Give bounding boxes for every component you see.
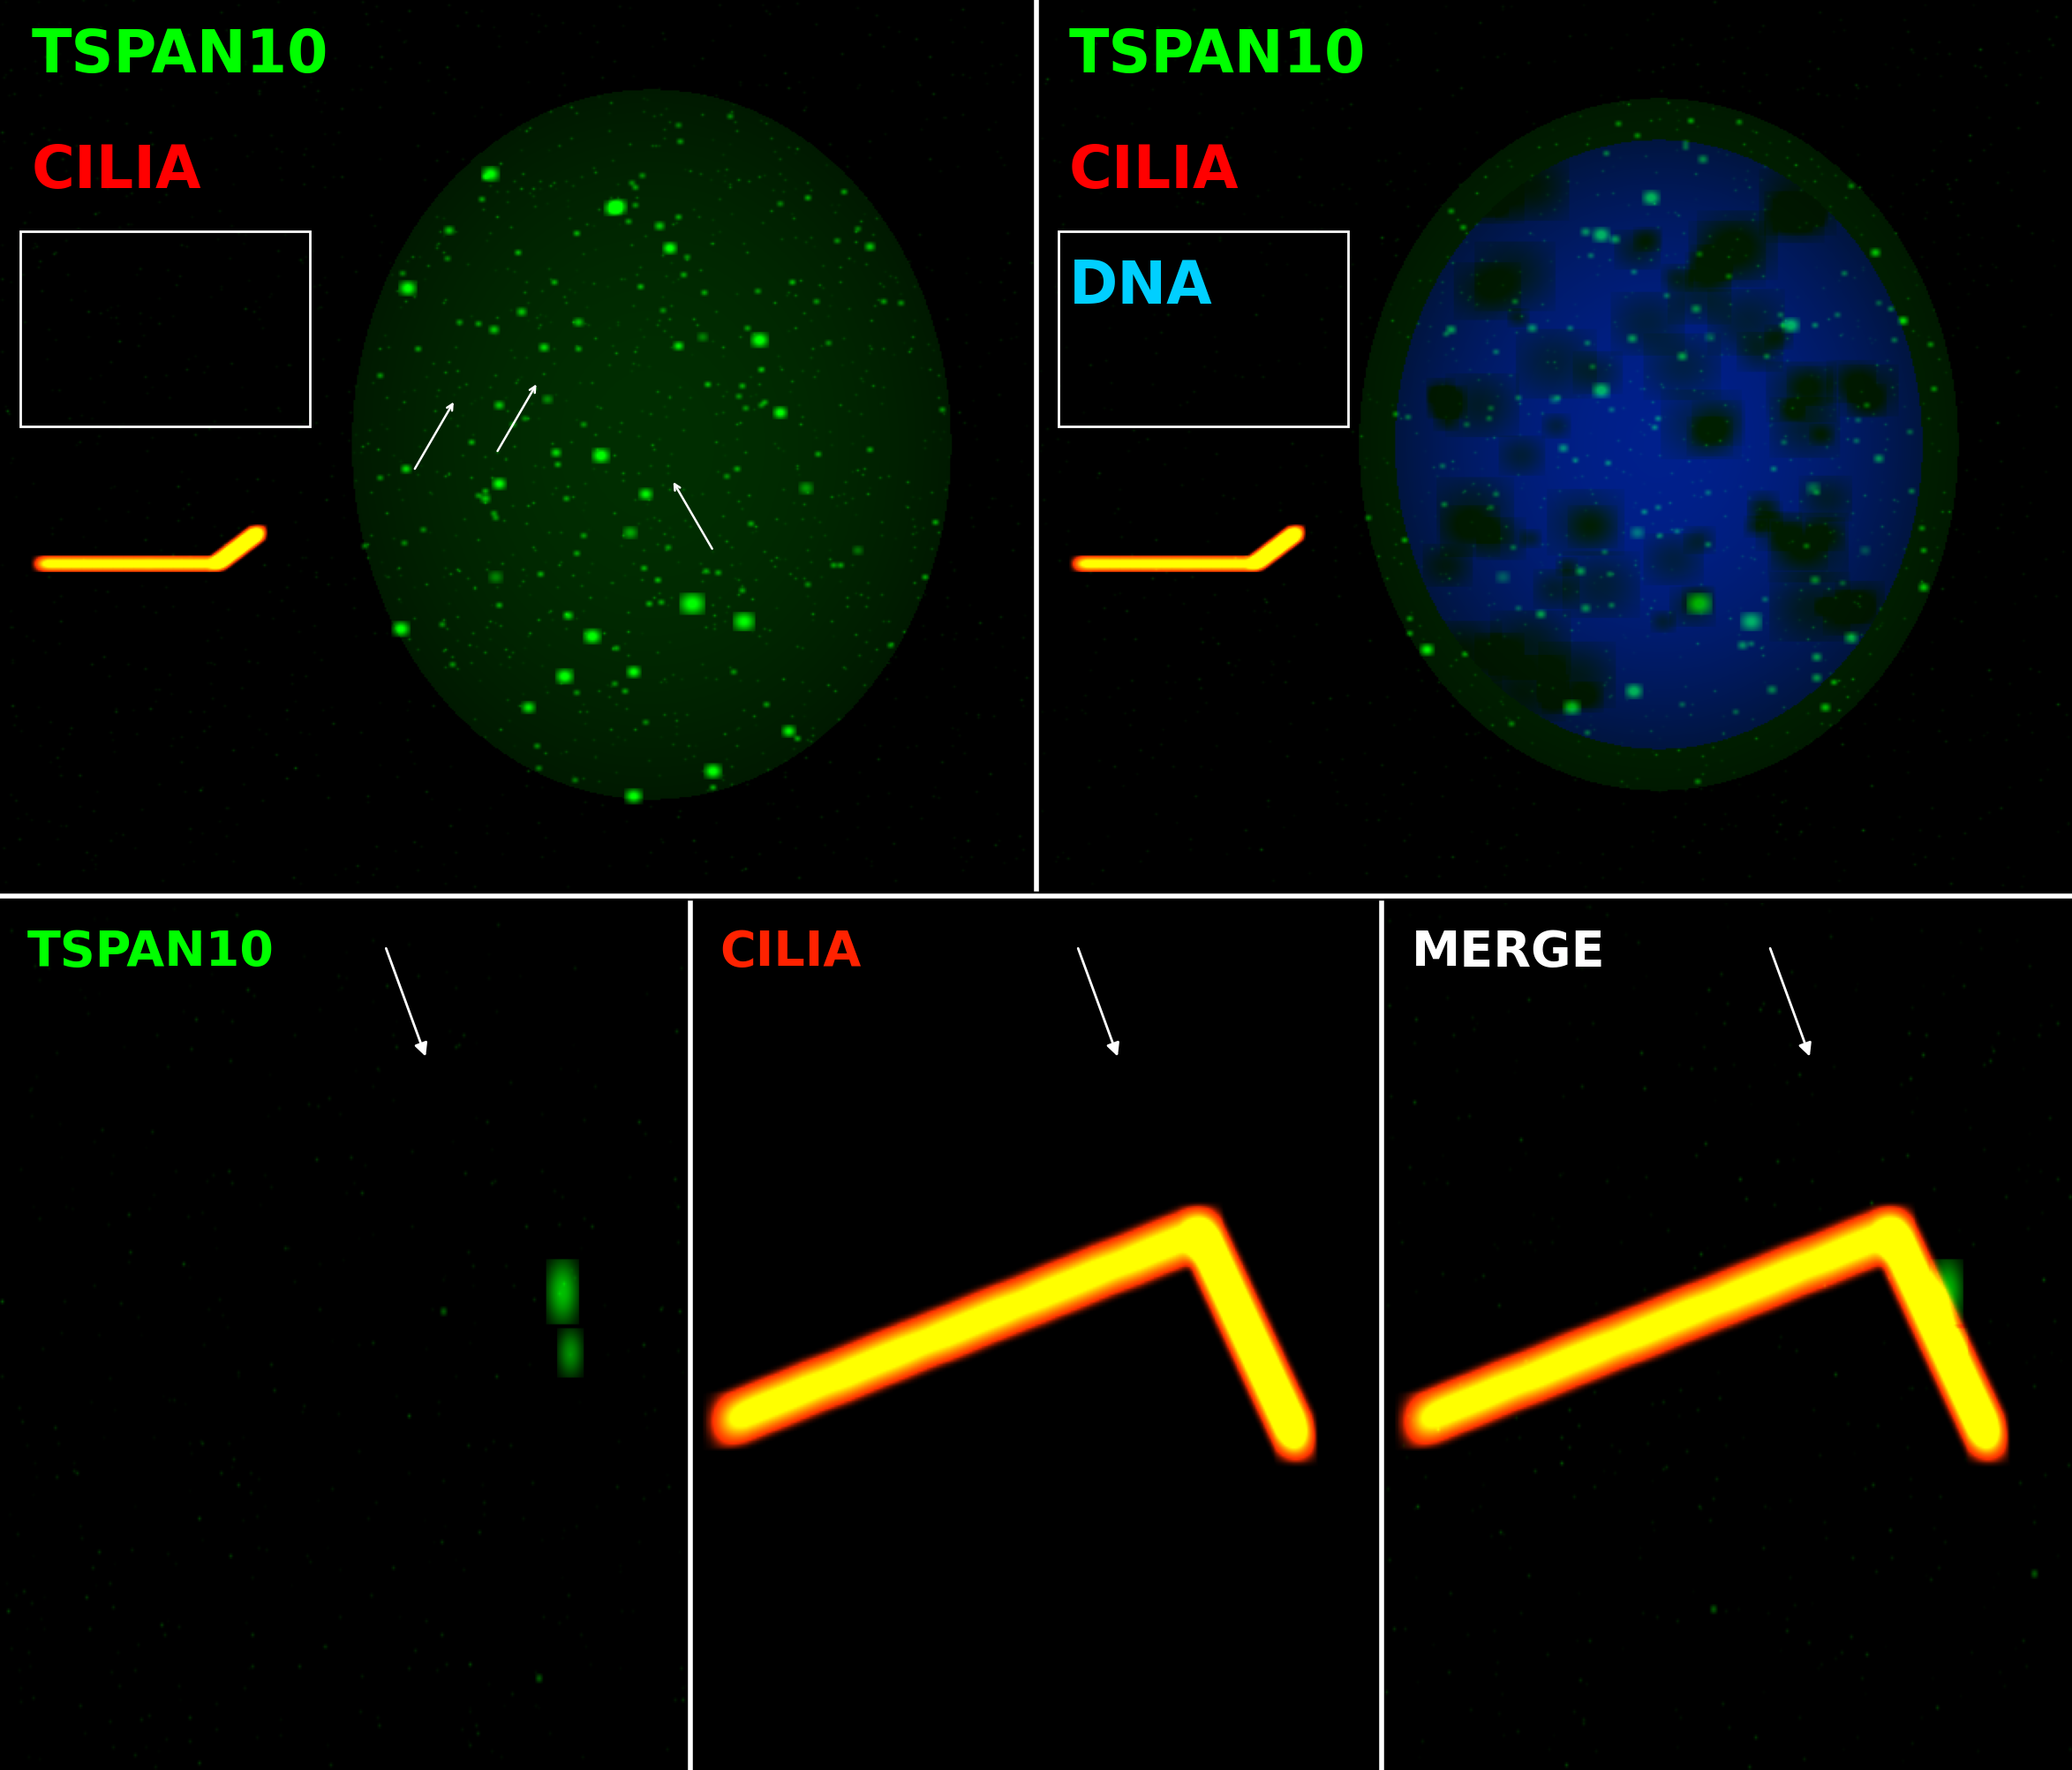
Bar: [21, 232, 311, 427]
Text: TSPAN10: TSPAN10: [27, 929, 276, 977]
Bar: [1059, 232, 1349, 427]
Text: TSPAN10: TSPAN10: [1069, 27, 1365, 85]
Text: DNA: DNA: [1069, 258, 1212, 315]
Text: CILIA: CILIA: [31, 142, 201, 200]
Text: MERGE: MERGE: [1411, 929, 1606, 977]
Text: CILIA: CILIA: [719, 929, 862, 977]
Text: CILIA: CILIA: [1069, 142, 1239, 200]
Text: TSPAN10: TSPAN10: [31, 27, 327, 85]
